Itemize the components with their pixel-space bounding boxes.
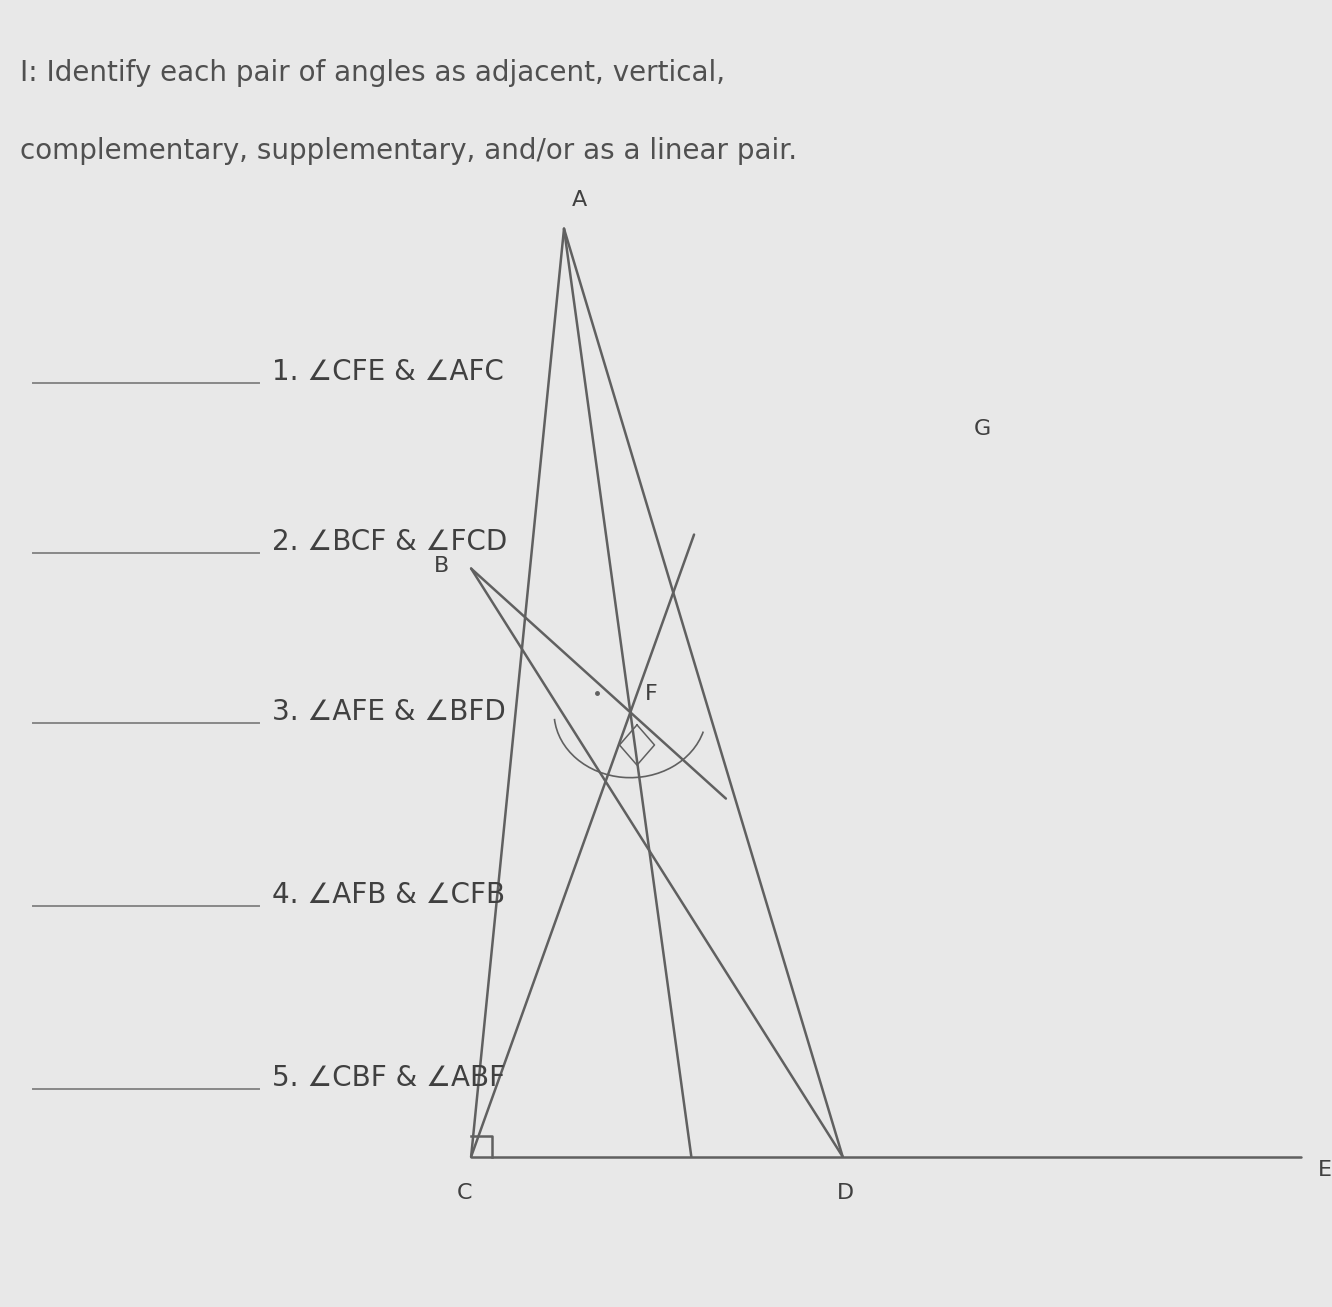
Text: D: D [836, 1183, 854, 1204]
Text: I: Identify each pair of angles as adjacent, vertical,: I: Identify each pair of angles as adjac… [20, 59, 725, 86]
Text: E: E [1317, 1159, 1332, 1180]
Text: 4. ∠AFB & ∠CFB: 4. ∠AFB & ∠CFB [272, 881, 505, 910]
Text: 5. ∠CBF & ∠ABF: 5. ∠CBF & ∠ABF [272, 1064, 505, 1093]
Text: C: C [457, 1183, 473, 1204]
Text: A: A [573, 190, 587, 210]
Text: B: B [434, 555, 449, 576]
Text: G: G [974, 418, 991, 439]
Text: 2. ∠BCF & ∠FCD: 2. ∠BCF & ∠FCD [272, 528, 507, 557]
Text: F: F [645, 684, 658, 704]
Text: 1. ∠CFE & ∠AFC: 1. ∠CFE & ∠AFC [272, 358, 503, 387]
Text: complementary, supplementary, and/or as a linear pair.: complementary, supplementary, and/or as … [20, 137, 797, 165]
Text: 3. ∠AFE & ∠BFD: 3. ∠AFE & ∠BFD [272, 698, 506, 727]
